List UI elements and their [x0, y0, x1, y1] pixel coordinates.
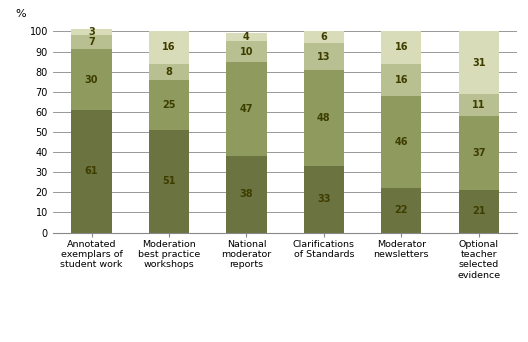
Text: 16: 16	[162, 42, 176, 52]
Text: 11: 11	[472, 100, 485, 110]
Text: 13: 13	[317, 52, 331, 62]
Bar	[71, 36, 111, 50]
Bar	[459, 190, 499, 233]
Text: 16: 16	[394, 75, 408, 85]
Bar	[149, 31, 189, 64]
Bar	[149, 64, 189, 80]
Bar	[149, 80, 189, 130]
Text: 33: 33	[317, 194, 331, 205]
Text: 8: 8	[165, 67, 173, 77]
Text: 10: 10	[240, 47, 253, 56]
Text: 30: 30	[85, 75, 98, 85]
Text: 61: 61	[85, 166, 98, 176]
Bar	[304, 31, 344, 43]
Text: 46: 46	[394, 137, 408, 147]
Text: 51: 51	[162, 176, 176, 186]
Text: 4: 4	[243, 32, 250, 42]
Bar	[459, 31, 499, 94]
Text: 16: 16	[394, 42, 408, 52]
Text: 22: 22	[394, 206, 408, 215]
Text: 7: 7	[88, 37, 95, 48]
Bar	[149, 130, 189, 233]
Bar	[227, 34, 267, 41]
Bar	[227, 41, 267, 62]
Text: 31: 31	[472, 57, 485, 68]
Text: 21: 21	[472, 207, 485, 216]
Text: 6: 6	[320, 32, 327, 42]
Text: 3: 3	[88, 27, 95, 37]
Text: 37: 37	[472, 148, 485, 158]
Text: 25: 25	[162, 100, 176, 110]
Text: %: %	[16, 9, 26, 19]
Bar	[227, 156, 267, 233]
Bar	[71, 50, 111, 110]
Bar	[459, 94, 499, 116]
Bar	[381, 31, 421, 64]
Bar	[304, 70, 344, 166]
Bar	[459, 116, 499, 190]
Bar	[381, 64, 421, 96]
Bar	[304, 43, 344, 70]
Text: 47: 47	[240, 104, 253, 114]
Bar	[304, 166, 344, 233]
Bar	[227, 62, 267, 156]
Text: 48: 48	[317, 113, 331, 123]
Bar	[381, 96, 421, 188]
Text: 38: 38	[240, 189, 253, 199]
Bar	[381, 188, 421, 233]
Bar	[71, 29, 111, 36]
Bar	[71, 110, 111, 233]
